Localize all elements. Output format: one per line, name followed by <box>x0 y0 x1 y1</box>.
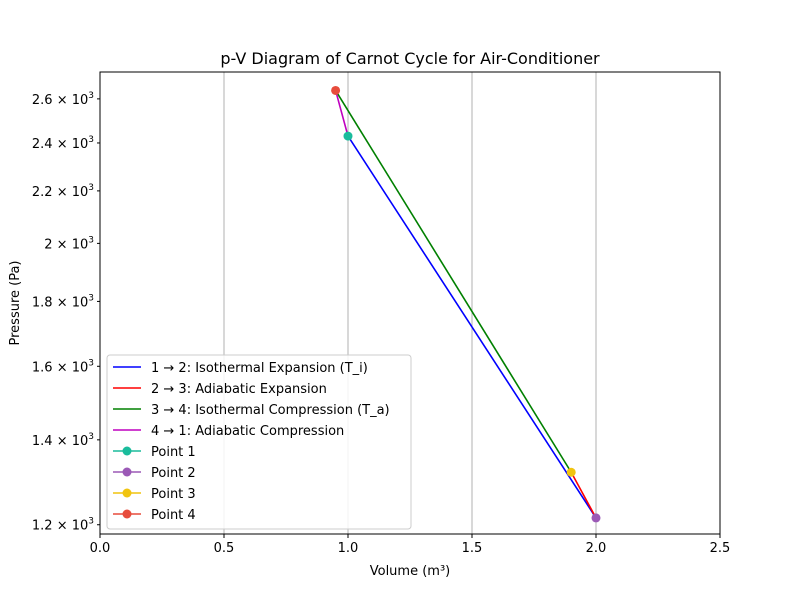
y-tick-label: 1.4 × 103 <box>32 432 94 449</box>
legend-label: Point 4 <box>151 508 196 523</box>
chart-title: p-V Diagram of Carnot Cycle for Air-Cond… <box>220 49 600 68</box>
x-axis: 0.0 0.5 1.0 1.5 2.0 2.5 <box>90 534 731 556</box>
y-tick-label: 1.8 × 103 <box>32 293 94 310</box>
y-tick-label: 1.6 × 103 <box>32 358 94 375</box>
y-tick-label: 2 × 103 <box>44 235 94 252</box>
series-line-4 <box>334 90 349 137</box>
series-line-1 <box>347 135 597 519</box>
y-axis-label: Pressure (Pa) <box>8 260 23 345</box>
legend-marker <box>122 446 132 456</box>
legend-marker <box>122 488 132 498</box>
y-tick-label: 2.6 × 103 <box>32 91 94 108</box>
x-tick-label: 1.0 <box>338 541 359 556</box>
legend-label: 3 → 4: Isothermal Compression (T_a) <box>151 403 390 418</box>
series-layer <box>334 90 597 519</box>
legend-label: 2 → 3: Adiabatic Expansion <box>151 382 327 397</box>
legend-box <box>106 354 412 530</box>
legend: 1 → 2: Isothermal Expansion (T_i) 2 → 3: … <box>106 354 412 530</box>
x-tick-label: 2.5 <box>710 541 731 556</box>
y-tick-label: 2.4 × 103 <box>32 135 94 152</box>
data-point-4 <box>331 85 341 95</box>
x-tick-label: 2.0 <box>586 541 607 556</box>
data-point-1 <box>343 131 353 141</box>
y-axis: 1.2 × 103 1.4 × 103 1.6 × 103 1.8 × 103 2 × … <box>32 91 100 534</box>
data-point-2 <box>591 513 601 523</box>
x-tick-label: 0.0 <box>90 541 111 556</box>
legend-label: Point 1 <box>151 445 196 460</box>
plot-frame <box>99 71 721 535</box>
data-point-3 <box>566 467 576 477</box>
legend-marker <box>122 509 132 519</box>
legend-marker <box>122 467 132 477</box>
legend-label: Point 3 <box>151 487 196 502</box>
series-line-2 <box>570 471 597 519</box>
x-axis-label: Volume (m³) <box>370 564 451 579</box>
points-layer <box>331 85 601 523</box>
legend-label: Point 2 <box>151 466 196 481</box>
y-tick-label: 2.2 × 103 <box>32 183 94 200</box>
y-tick-label: 1.2 × 103 <box>32 517 94 534</box>
legend-label: 1 → 2: Isothermal Expansion (T_i) <box>151 361 368 376</box>
series-line-3 <box>334 90 572 473</box>
x-tick-label: 0.5 <box>214 541 235 556</box>
legend-label: 4 → 1: Adiabatic Compression <box>151 424 344 439</box>
x-tick-label: 1.5 <box>462 541 483 556</box>
